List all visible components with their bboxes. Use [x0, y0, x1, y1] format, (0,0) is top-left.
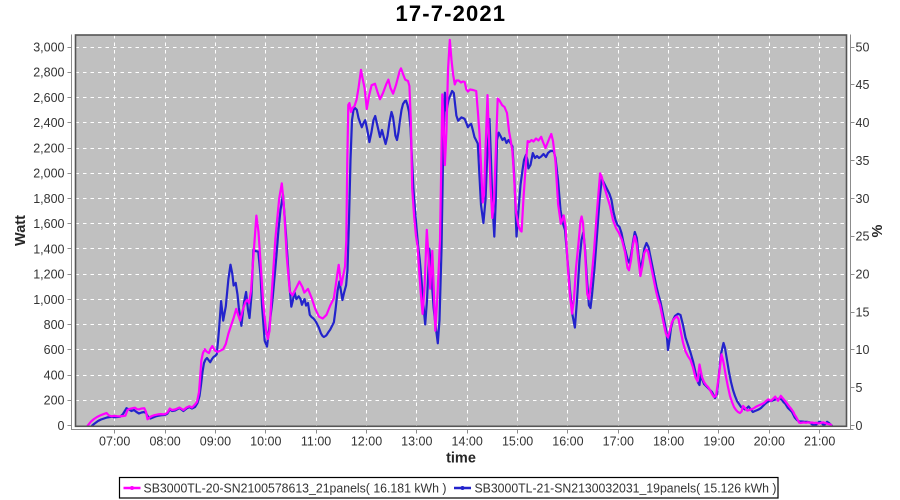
- svg-text:0: 0: [58, 419, 65, 433]
- svg-text:20: 20: [856, 268, 870, 282]
- svg-text:1,200: 1,200: [33, 268, 64, 282]
- svg-text:25: 25: [856, 230, 870, 244]
- svg-text:2,000: 2,000: [33, 167, 64, 181]
- svg-text:2,600: 2,600: [33, 91, 64, 105]
- svg-text:12:00: 12:00: [351, 435, 382, 449]
- svg-text:0: 0: [856, 419, 863, 433]
- svg-text:35: 35: [856, 154, 870, 168]
- svg-text:11:00: 11:00: [301, 435, 331, 449]
- svg-text:%: %: [870, 224, 886, 237]
- svg-text:10:00: 10:00: [250, 435, 281, 449]
- svg-text:1,400: 1,400: [33, 242, 64, 256]
- svg-text:2,800: 2,800: [33, 66, 64, 80]
- svg-text:1,600: 1,600: [33, 217, 64, 231]
- svg-text:1,800: 1,800: [33, 192, 64, 206]
- svg-text:10: 10: [856, 343, 870, 357]
- svg-text:40: 40: [856, 116, 870, 130]
- svg-text:18:00: 18:00: [653, 435, 684, 449]
- svg-text:2,400: 2,400: [33, 116, 64, 130]
- svg-text:1,000: 1,000: [33, 293, 64, 307]
- svg-text:15: 15: [856, 305, 870, 319]
- svg-text:21:00: 21:00: [804, 435, 835, 449]
- svg-text:600: 600: [44, 343, 65, 357]
- svg-text:time: time: [446, 451, 476, 467]
- svg-text:09:00: 09:00: [200, 435, 231, 449]
- svg-text:2,200: 2,200: [33, 141, 64, 155]
- svg-text:13:00: 13:00: [401, 435, 432, 449]
- svg-text:SB3000TL-20-SN2100578613_21pan: SB3000TL-20-SN2100578613_21panels( 16.18…: [144, 482, 447, 496]
- svg-text:400: 400: [44, 369, 65, 383]
- svg-text:15:00: 15:00: [502, 435, 533, 449]
- svg-text:SB3000TL-21-SN2130032031_19pan: SB3000TL-21-SN2130032031_19panels( 15.12…: [475, 482, 777, 496]
- svg-text:3,000: 3,000: [33, 40, 64, 54]
- svg-text:200: 200: [44, 394, 65, 408]
- svg-text:50: 50: [856, 40, 870, 54]
- svg-text:07:00: 07:00: [99, 435, 130, 449]
- svg-text:800: 800: [44, 318, 65, 332]
- svg-text:30: 30: [856, 192, 870, 206]
- svg-text:20:00: 20:00: [754, 435, 785, 449]
- svg-text:Watt: Watt: [13, 215, 29, 246]
- svg-text:45: 45: [856, 78, 870, 92]
- svg-text:19:00: 19:00: [703, 435, 734, 449]
- svg-text:14:00: 14:00: [452, 435, 483, 449]
- svg-text:08:00: 08:00: [149, 435, 180, 449]
- svg-text:16:00: 16:00: [552, 435, 583, 449]
- svg-text:5: 5: [856, 381, 863, 395]
- svg-text:17-7-2021: 17-7-2021: [395, 1, 506, 26]
- svg-text:17:00: 17:00: [603, 435, 634, 449]
